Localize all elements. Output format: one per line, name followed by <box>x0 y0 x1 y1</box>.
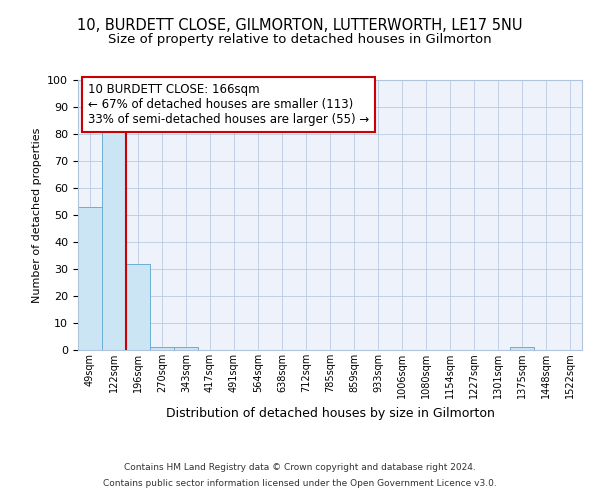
Bar <box>510 348 534 350</box>
Bar <box>174 348 198 350</box>
Text: Contains public sector information licensed under the Open Government Licence v3: Contains public sector information licen… <box>103 478 497 488</box>
Text: Contains HM Land Registry data © Crown copyright and database right 2024.: Contains HM Land Registry data © Crown c… <box>124 464 476 472</box>
Bar <box>102 132 126 350</box>
Text: Size of property relative to detached houses in Gilmorton: Size of property relative to detached ho… <box>108 32 492 46</box>
Bar <box>78 207 102 350</box>
Bar <box>150 348 174 350</box>
X-axis label: Distribution of detached houses by size in Gilmorton: Distribution of detached houses by size … <box>166 406 494 420</box>
Bar <box>126 264 150 350</box>
Text: 10, BURDETT CLOSE, GILMORTON, LUTTERWORTH, LE17 5NU: 10, BURDETT CLOSE, GILMORTON, LUTTERWORT… <box>77 18 523 32</box>
Y-axis label: Number of detached properties: Number of detached properties <box>32 128 42 302</box>
Text: 10 BURDETT CLOSE: 166sqm
← 67% of detached houses are smaller (113)
33% of semi-: 10 BURDETT CLOSE: 166sqm ← 67% of detach… <box>88 82 370 126</box>
